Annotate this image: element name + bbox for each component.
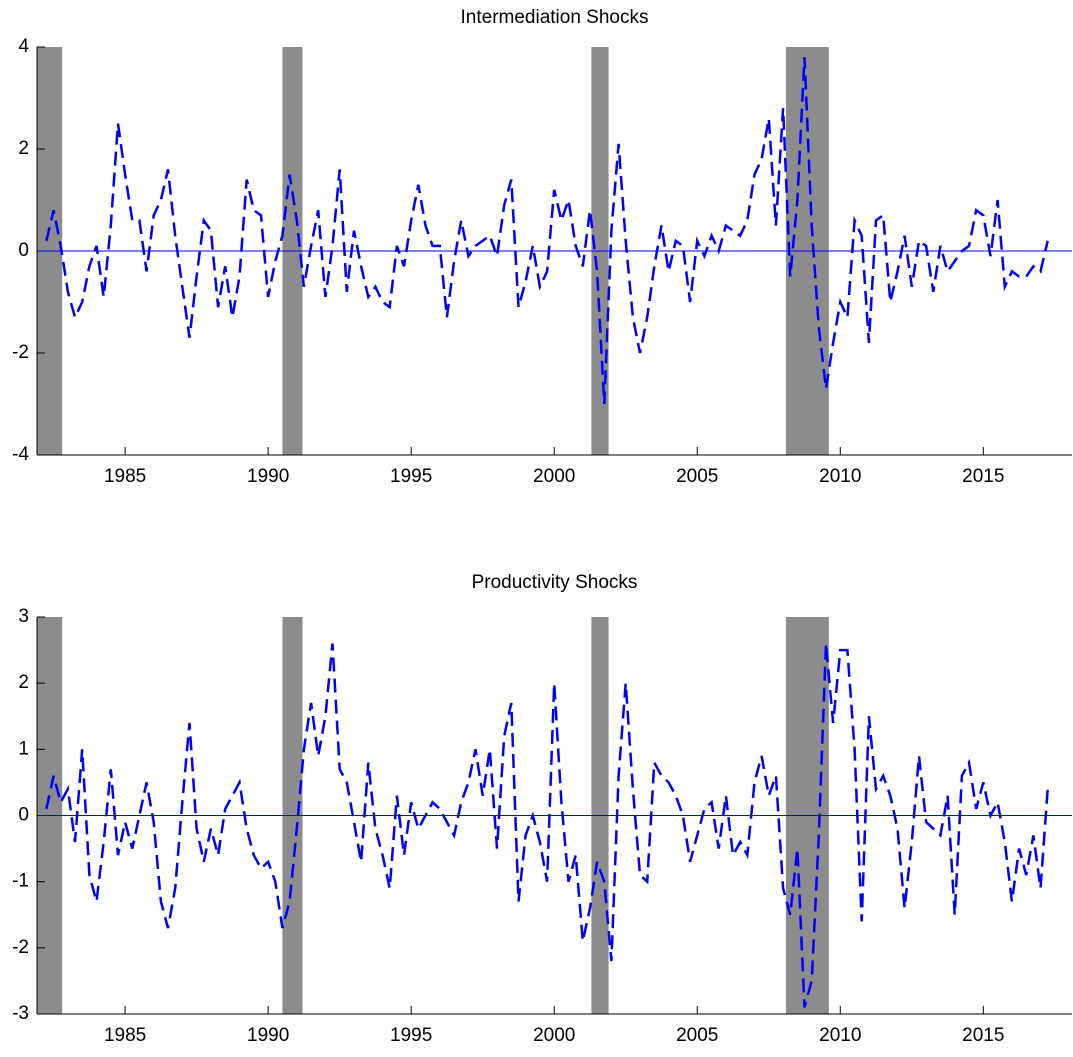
- x-tick-label: 2000: [533, 466, 575, 487]
- x-tick-label: 1995: [390, 1025, 432, 1046]
- x-tick-label: 1995: [390, 466, 432, 487]
- y-tick-label: -1: [12, 871, 29, 892]
- y-tick-label: 3: [18, 606, 29, 627]
- data-line: [45, 57, 1049, 405]
- data-line: [45, 643, 1049, 1008]
- x-tick-label: 2010: [819, 466, 861, 487]
- x-tick-label: 1990: [247, 1025, 289, 1046]
- y-tick-label: -4: [12, 444, 29, 465]
- x-tick-label: 1985: [104, 1025, 146, 1046]
- y-tick-label: 2: [18, 138, 29, 159]
- x-tick-label: 2015: [962, 1025, 1004, 1046]
- y-tick-label: -3: [12, 1003, 29, 1024]
- x-tick-label: 2005: [676, 466, 718, 487]
- y-tick-label: 1: [18, 738, 29, 759]
- x-tick-label: 2015: [962, 466, 1004, 487]
- x-tick-label: 1985: [104, 466, 146, 487]
- y-tick-label: -2: [12, 937, 29, 958]
- chart-title: Productivity Shocks: [472, 572, 638, 593]
- y-tick-label: 2: [18, 672, 29, 693]
- x-tick-label: 2000: [533, 1025, 575, 1046]
- y-tick-label: 0: [18, 805, 29, 826]
- y-tick-label: 4: [18, 36, 29, 57]
- x-tick-label: 2010: [819, 1025, 861, 1046]
- chart-title: Intermediation Shocks: [461, 7, 649, 28]
- y-tick-label: 0: [18, 240, 29, 261]
- x-tick-label: 1990: [247, 466, 289, 487]
- x-tick-label: 2005: [676, 1025, 718, 1046]
- y-tick-label: -2: [12, 342, 29, 363]
